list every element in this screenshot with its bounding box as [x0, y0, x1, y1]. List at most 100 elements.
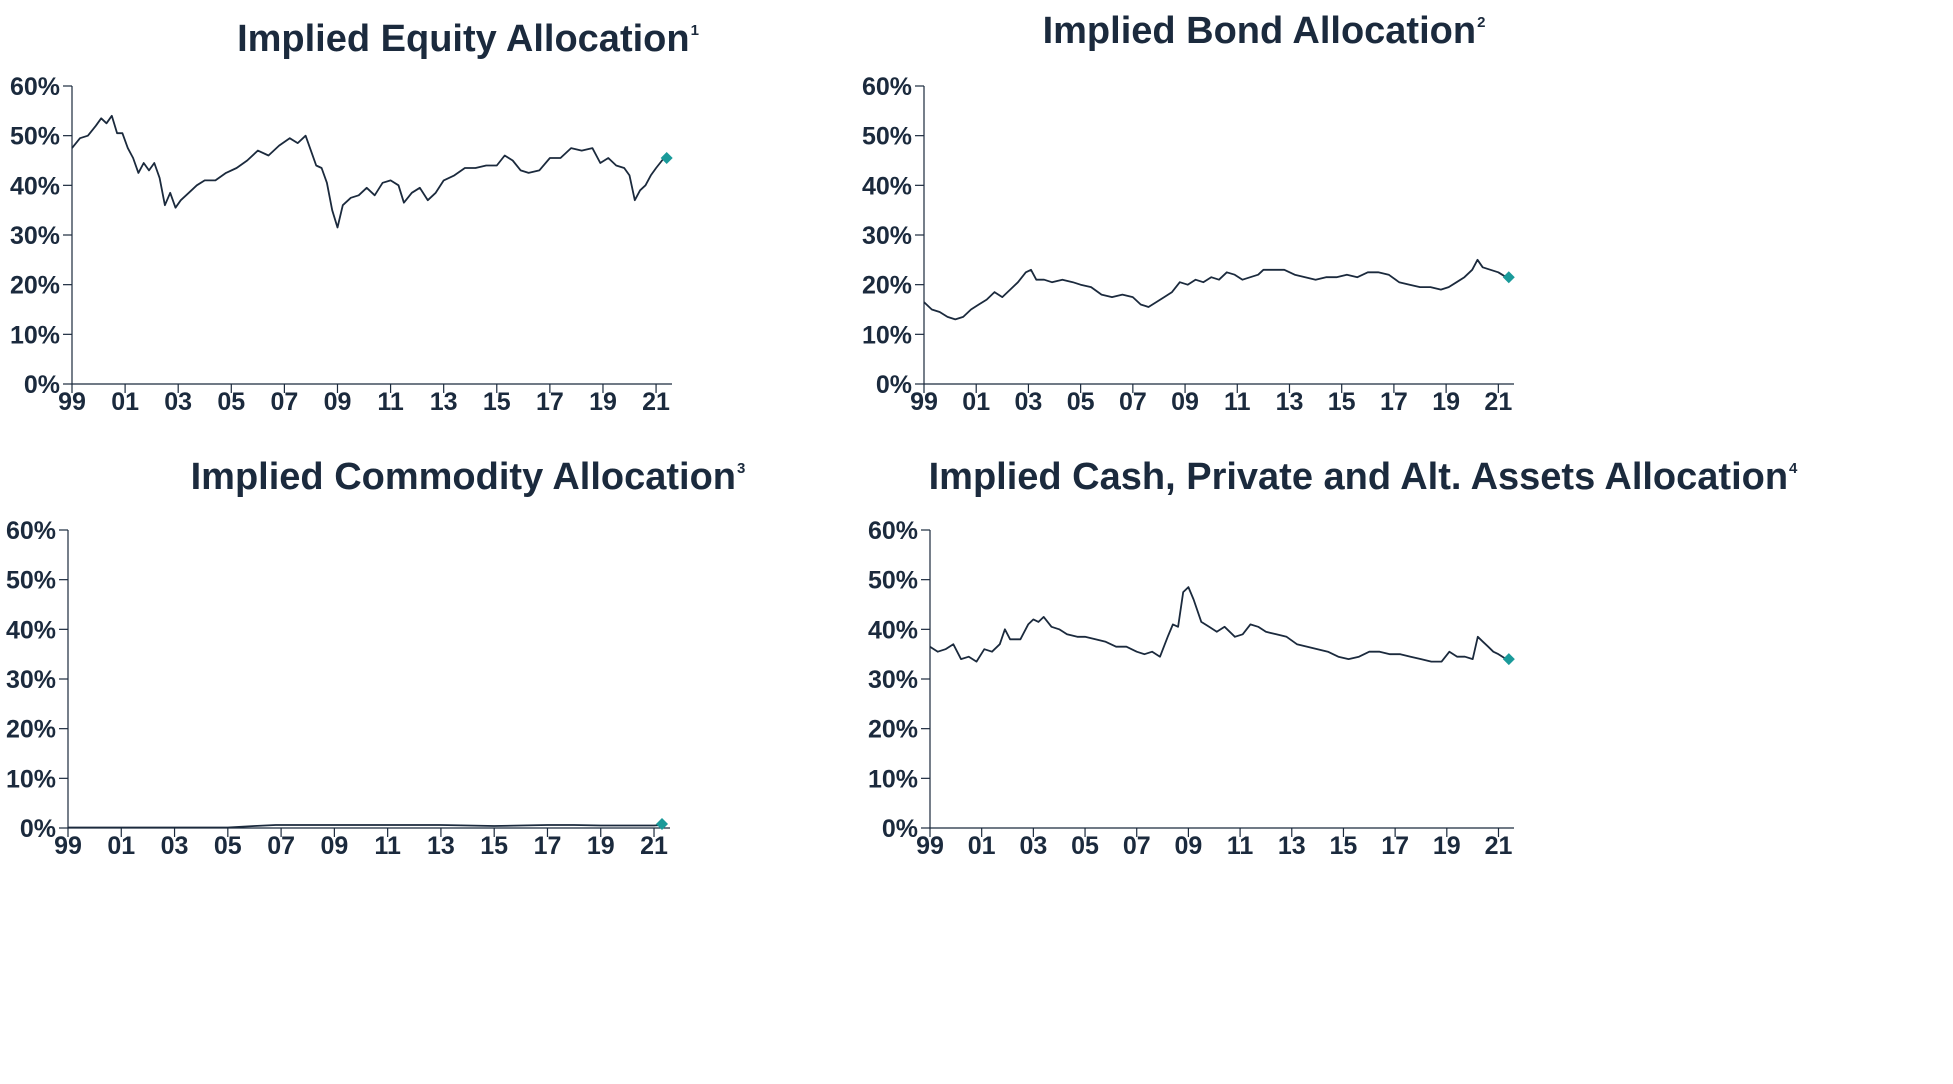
x-tick-label: 07: [1123, 832, 1151, 860]
x-tick-label: 03: [1015, 388, 1043, 416]
y-tick-label: 10%: [10, 321, 60, 349]
x-tick-label: 99: [58, 388, 86, 416]
y-tick-label: 20%: [862, 272, 912, 300]
x-tick-label: 03: [1019, 832, 1047, 860]
equity-panel: Implied Equity Allocation1 0% 10% 20% 30% 40…: [0, 0, 976, 542]
x-tick-label: 11: [1227, 832, 1254, 860]
x-tick-label: 21: [642, 388, 670, 416]
x-tick-label: 07: [267, 832, 295, 860]
x-tick-label: 11: [377, 388, 404, 416]
x-tick-label: 01: [107, 832, 135, 860]
y-tick-label: 40%: [862, 172, 912, 200]
y-tick-label: 0%: [20, 815, 56, 843]
chart-title-text: Implied Equity Allocation: [237, 18, 690, 60]
x-tick-label: 13: [427, 832, 455, 860]
series-line: [929, 586, 1507, 663]
y-tick-label: 20%: [10, 272, 60, 300]
x-tick-label: 19: [1433, 832, 1461, 860]
x-tick-label: 05: [1067, 388, 1095, 416]
y-tick-label: 0%: [876, 371, 912, 399]
x-tick-label: 13: [1276, 388, 1304, 416]
y-tick-label: 60%: [862, 73, 912, 101]
y-tick-label: 50%: [868, 567, 918, 595]
chart-title: Implied Commodity Allocation3: [0, 456, 956, 499]
series-line: [68, 824, 663, 829]
x-tick-label: 15: [1328, 388, 1356, 416]
cash-alt-panel: Implied Cash, Private and Alt. Assets Al…: [868, 456, 1952, 1084]
commodity-panel: Implied Commodity Allocation3 0% 10% 20% 30…: [0, 456, 976, 1084]
y-tick-label: 30%: [868, 666, 918, 694]
y-tick-label: 30%: [6, 666, 56, 694]
x-tick-label: 05: [1071, 832, 1099, 860]
x-tick-label: 13: [1278, 832, 1306, 860]
x-tick-label: 17: [1381, 832, 1409, 860]
latest-value-marker: [1502, 271, 1515, 284]
bond-panel: Implied Bond Allocation2 0% 10% 20% 30% 40% 5…: [862, 0, 1952, 542]
x-tick-label: 05: [214, 832, 242, 860]
y-tick-label: 50%: [10, 123, 60, 151]
latest-value-marker: [1502, 653, 1515, 666]
x-tick-label: 03: [164, 388, 192, 416]
y-tick-label: 40%: [10, 172, 60, 200]
equity-chart: 0% 10% 20% 30% 40% 50% 60% 99 01 03 05 07 09 11 13 15 17…: [10, 73, 673, 416]
x-tick-label: 01: [111, 388, 139, 416]
footnote-marker: 1: [690, 22, 699, 39]
x-tick-label: 15: [1330, 832, 1358, 860]
y-tick-label: 10%: [868, 765, 918, 793]
chart-title: Implied Equity Allocation1: [0, 18, 956, 61]
x-tick-label: 09: [320, 832, 348, 860]
latest-value-marker: [660, 152, 673, 165]
x-tick-label: 11: [374, 832, 401, 860]
series-line: [71, 114, 665, 229]
chart-title-text: Implied Cash, Private and Alt. Assets Al…: [928, 456, 1789, 498]
x-tick-label: 99: [916, 832, 944, 860]
x-tick-label: 17: [536, 388, 564, 416]
x-tick-label: 01: [968, 832, 996, 860]
y-tick-label: 50%: [6, 567, 56, 595]
x-tick-label: 21: [1484, 388, 1512, 416]
y-tick-label: 0%: [882, 815, 918, 843]
chart-title: Implied Cash, Private and Alt. Assets Al…: [776, 456, 1950, 499]
x-tick-label: 07: [1119, 388, 1147, 416]
x-tick-label: 19: [1432, 388, 1460, 416]
y-tick-label: 50%: [862, 123, 912, 151]
y-tick-label: 60%: [868, 517, 918, 545]
x-tick-label: 05: [217, 388, 245, 416]
y-tick-label: 60%: [10, 73, 60, 101]
x-tick-label: 07: [270, 388, 298, 416]
footnote-marker: 4: [1789, 460, 1798, 477]
chart-title-text: Implied Commodity Allocation: [190, 456, 737, 498]
y-tick-label: 10%: [6, 765, 56, 793]
x-tick-label: 19: [589, 388, 617, 416]
x-tick-label: 11: [1224, 388, 1251, 416]
x-tick-label: 19: [587, 832, 615, 860]
x-tick-label: 09: [1175, 832, 1203, 860]
chart-title-text: Implied Bond Allocation: [1042, 10, 1477, 52]
x-tick-label: 01: [962, 388, 990, 416]
x-tick-label: 17: [1380, 388, 1408, 416]
y-tick-label: 30%: [10, 222, 60, 250]
x-tick-label: 13: [430, 388, 458, 416]
x-tick-label: 99: [54, 832, 82, 860]
x-tick-label: 09: [1171, 388, 1199, 416]
x-tick-label: 15: [483, 388, 511, 416]
x-tick-label: 99: [910, 388, 938, 416]
x-tick-label: 09: [324, 388, 352, 416]
y-tick-label: 30%: [862, 222, 912, 250]
cash-alt-chart: 0% 10% 20% 30% 40% 50% 60% 99 01 03 05 07 09 11 13 15 17…: [868, 517, 1515, 860]
footnote-marker: 2: [1477, 14, 1486, 31]
y-tick-label: 10%: [862, 321, 912, 349]
y-tick-label: 0%: [24, 371, 60, 399]
x-tick-label: 21: [1485, 832, 1513, 860]
bond-chart: 0% 10% 20% 30% 40% 50% 60% 99 01 03 05 07 09 11 13 15 17…: [862, 73, 1515, 416]
chart-title: Implied Bond Allocation2: [776, 10, 1752, 53]
x-tick-label: 21: [640, 832, 668, 860]
y-tick-label: 40%: [868, 616, 918, 644]
y-tick-label: 40%: [6, 616, 56, 644]
x-tick-label: 15: [480, 832, 508, 860]
commodity-chart: 0% 10% 20% 30% 40% 50% 60% 99 01 03 05 07 09 11 13 15 17…: [6, 517, 670, 860]
series-line: [923, 258, 1507, 321]
y-tick-label: 20%: [6, 716, 56, 744]
y-tick-label: 60%: [6, 517, 56, 545]
x-tick-label: 03: [161, 832, 189, 860]
